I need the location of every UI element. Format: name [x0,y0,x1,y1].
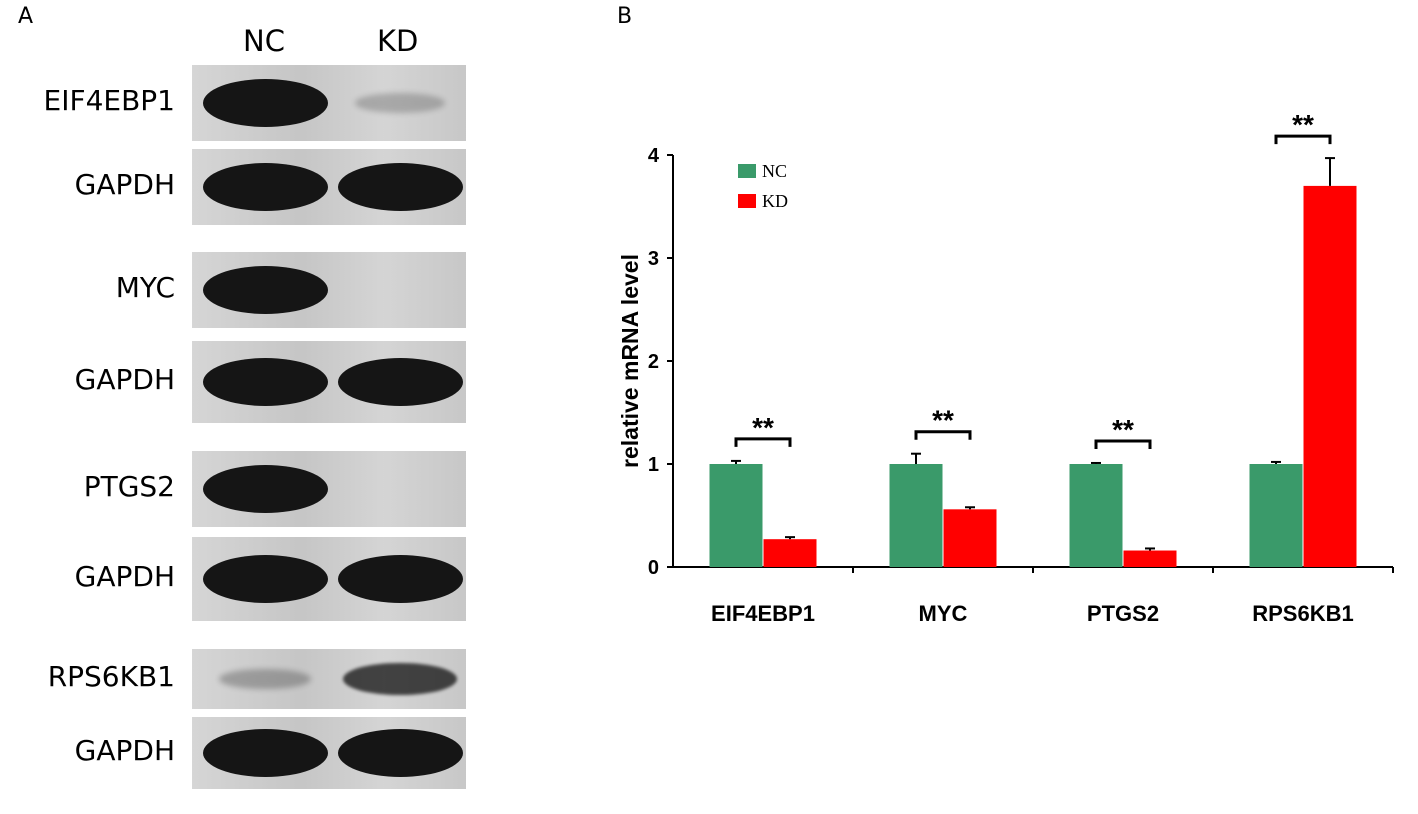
protein-band [202,555,328,603]
significance-label: ** [1292,109,1314,140]
blot-image [192,149,466,225]
lane-header-kd: KD [377,24,419,58]
bar-nc [709,464,763,567]
bar-kd [763,539,817,567]
protein-band [202,729,328,777]
legend-label: KD [762,191,788,211]
bar-kd [943,509,997,567]
bar-kd [1303,185,1357,567]
y-tick-label: 3 [648,248,659,270]
blot-image [192,649,466,709]
protein-band [337,729,463,777]
panel-b-label: B [617,4,633,29]
significance-bracket [1094,439,1152,449]
x-category-label: EIF4EBP1 [711,601,815,626]
significance-label: ** [752,412,774,443]
bar-nc [1249,464,1303,567]
blot-label: MYC [115,271,175,304]
protein-band [337,163,463,211]
protein-band [202,358,328,406]
blot-image [192,252,466,328]
lane-header-nc: NC [243,24,285,58]
blot-label: GAPDH [74,560,175,593]
protein-band [355,93,445,113]
blot-label: GAPDH [74,734,175,767]
western-blot-panel: NC KD EIF4EBP1 GAPDH MYC GAPDH PTGS2 GAPDH RPS… [0,0,500,814]
blot-image [192,451,466,527]
blot-image [192,341,466,423]
bar-nc [889,464,943,567]
protein-band [202,465,328,513]
blot-label: EIF4EBP1 [43,84,175,117]
panel-a-label: A [18,4,34,29]
protein-band [219,668,311,690]
legend-label: NC [762,161,787,181]
x-category-label: RPS6KB1 [1252,601,1353,626]
blot-label: PTGS2 [83,470,175,503]
x-category-label: MYC [919,601,968,626]
protein-band [202,163,328,211]
y-tick-label: 4 [648,145,660,167]
bar-kd [1123,550,1177,567]
y-tick-label: 2 [648,351,659,373]
protein-band [202,266,328,314]
protein-band [337,555,463,603]
y-tick-label: 1 [648,454,659,476]
blot-image [192,537,466,621]
blot-label: GAPDH [74,363,175,396]
bar-nc [1069,464,1123,567]
bar-chart: 0 1 2 3 4 relative mRNA level EIF4EBP1 ** MYC ** P… [617,109,1394,626]
protein-band [202,79,328,127]
y-tick-label: 0 [648,557,659,579]
x-category-label: PTGS2 [1087,601,1159,626]
blot-label: GAPDH [74,168,175,201]
significance-bracket [914,430,972,440]
significance-label: ** [932,405,954,436]
protein-band [337,358,463,406]
bar-chart-panel: 0 1 2 3 4 relative mRNA level EIF4EBP1 ** MYC ** P… [600,0,1418,814]
blot-image [192,65,466,141]
significance-bracket [734,437,792,447]
legend-swatch-kd [738,194,756,208]
blot-label: RPS6KB1 [47,660,175,693]
legend: NC KD [738,161,788,211]
blot-image [192,717,466,789]
significance-label: ** [1112,414,1134,445]
y-axis-label: relative mRNA level [617,254,643,468]
significance-bracket [1274,134,1332,145]
protein-band [343,662,457,696]
legend-swatch-nc [738,164,756,178]
